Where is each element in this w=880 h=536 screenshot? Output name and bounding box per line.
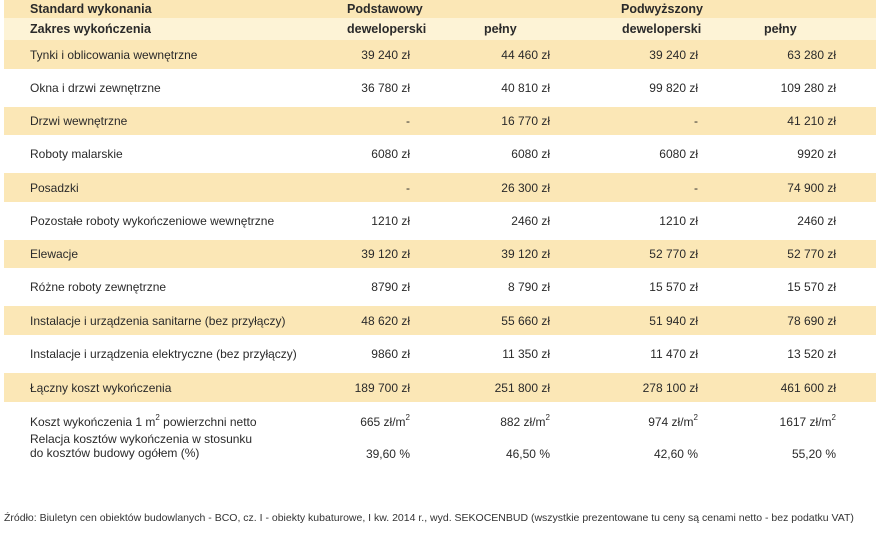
- row-label: Łączny koszt wykończenia: [30, 380, 172, 395]
- row-label: Drzwi wewnętrzne: [30, 114, 128, 128]
- row-value: 41 210 zł: [787, 114, 836, 128]
- row-label: Instalacje i urządzenia elektryczne (bez…: [30, 347, 297, 361]
- row-value: 15 570 zł: [787, 280, 836, 294]
- row-value: 2460 zł: [797, 214, 836, 228]
- cost-ratio-value: 42,60 %: [653, 447, 698, 461]
- row-value: 9920 zł: [797, 147, 836, 161]
- table-row: Drzwi wewnętrzne - 16 770 zł - 41 210 zł: [4, 107, 876, 135]
- table-row: Okna i drzwi zewnętrzne 36 780 zł 40 810…: [4, 69, 876, 107]
- row-value: 461 600 zł: [780, 380, 836, 395]
- table-row-total: Łączny koszt wykończenia 189 700 zł 251 …: [4, 373, 876, 402]
- finishing-cost-table: Standard wykonania Podstawowy Podwyższon…: [4, 0, 876, 462]
- row-value: 2460 zł: [511, 214, 550, 228]
- row-value: 109 280 zł: [780, 81, 836, 95]
- row-label: Różne roboty zewnętrzne: [30, 280, 167, 294]
- row-label: Pozostałe roboty wykończeniowe wewnętrzn…: [30, 214, 275, 228]
- row-value: -: [694, 180, 698, 195]
- row-value: -: [406, 114, 410, 128]
- row-value: 39 120 zł: [501, 247, 550, 261]
- cost-per-m2-value: 1617 zł/m2: [779, 413, 836, 430]
- row-value: 6080 zł: [659, 147, 698, 161]
- row-label: Roboty malarskie: [30, 147, 123, 161]
- table-row: Instalacje i urządzenia sanitarne (bez p…: [4, 306, 876, 335]
- row-value: 51 940 zł: [649, 313, 698, 328]
- source-note: Źródło: Biuletyn cen obiektów budowlanyc…: [4, 512, 854, 524]
- row-value: 1210 zł: [659, 214, 698, 228]
- cost-per-m2-row: Koszt wykończenia 1 m2 powierzchni netto…: [4, 412, 876, 432]
- row-value: 1210 zł: [371, 214, 410, 228]
- standard-label: Standard wykonania: [30, 2, 152, 16]
- row-value: 44 460 zł: [501, 47, 550, 62]
- table-header-row: Standard wykonania Podstawowy Podwyższon…: [4, 0, 876, 18]
- scope-label: Zakres wykończenia: [30, 22, 151, 36]
- row-value: 11 470 zł: [650, 347, 698, 361]
- row-label: Posadzki: [30, 180, 79, 195]
- row-value: 13 520 zł: [787, 347, 836, 361]
- table-row: Różne roboty zewnętrzne 8790 zł 8 790 zł…: [4, 268, 876, 306]
- row-value: 52 770 zł: [787, 247, 836, 261]
- row-value: 6080 zł: [511, 147, 550, 161]
- table-row: Tynki i oblicowania wewnętrzne 39 240 zł…: [4, 40, 876, 69]
- row-value: 39 240 zł: [649, 47, 698, 62]
- cost-ratio-label: Relacja kosztów wykończenia w stosunku do…: [30, 432, 253, 460]
- subheader-col-4: pełny: [764, 22, 797, 36]
- row-value: -: [694, 114, 698, 128]
- table-row: Posadzki - 26 300 zł - 74 900 zł: [4, 173, 876, 202]
- basic-standard-header: Podstawowy: [347, 2, 423, 16]
- row-value: -: [406, 180, 410, 195]
- row-value: 74 900 zł: [787, 180, 836, 195]
- row-label: Elewacje: [30, 247, 79, 261]
- row-value: 251 800 zł: [494, 380, 550, 395]
- table-row: Instalacje i urządzenia elektryczne (bez…: [4, 335, 876, 373]
- row-label: Okna i drzwi zewnętrzne: [30, 81, 161, 95]
- row-value: 63 280 zł: [787, 47, 836, 62]
- row-label: Tynki i oblicowania wewnętrzne: [30, 47, 198, 62]
- cost-per-m2-label: Koszt wykończenia 1 m2 powierzchni netto: [30, 413, 257, 430]
- row-value: 78 690 zł: [787, 313, 836, 328]
- table-row: Pozostałe roboty wykończeniowe wewnętrzn…: [4, 202, 876, 240]
- row-value: 8 790 zł: [507, 280, 550, 294]
- row-value: 8790 zł: [371, 280, 410, 294]
- row-label: Instalacje i urządzenia sanitarne (bez p…: [30, 313, 286, 328]
- row-value: 36 780 zł: [361, 81, 410, 95]
- row-value: 48 620 zł: [361, 313, 410, 328]
- cost-ratio-value: 39,60 %: [365, 447, 410, 461]
- higher-standard-header: Podwyższony: [621, 2, 703, 16]
- cost-per-m2-value: 665 zł/m2: [360, 413, 410, 430]
- cost-ratio-row: Relacja kosztów wykończenia w stosunku do…: [4, 432, 876, 462]
- row-value: 9860 zł: [371, 347, 410, 361]
- row-value: 39 120 zł: [361, 247, 410, 261]
- subheader-col-3: deweloperski: [622, 22, 702, 36]
- cost-per-m2-value: 974 zł/m2: [648, 413, 698, 430]
- cost-ratio-value: 46,50 %: [505, 447, 550, 461]
- table-row: Elewacje 39 120 zł 39 120 zł 52 770 zł 5…: [4, 240, 876, 268]
- table-row: Roboty malarskie 6080 zł 6080 zł 6080 zł…: [4, 135, 876, 173]
- row-value: 55 660 zł: [501, 313, 550, 328]
- subheader-col-1: deweloperski: [347, 22, 427, 36]
- row-value: 16 770 zł: [501, 114, 550, 128]
- row-value: 40 810 zł: [501, 81, 550, 95]
- subheader-col-2: pełny: [484, 22, 517, 36]
- row-value: 99 820 zł: [649, 81, 698, 95]
- table-subheader-row: Zakres wykończenia deweloperski pełny de…: [4, 18, 876, 40]
- row-value: 189 700 zł: [354, 380, 410, 395]
- row-value: 26 300 zł: [501, 180, 550, 195]
- cost-ratio-value: 55,20 %: [791, 447, 836, 461]
- row-value: 15 570 zł: [649, 280, 698, 294]
- row-value: 6080 zł: [371, 147, 410, 161]
- cost-per-m2-value: 882 zł/m2: [500, 413, 550, 430]
- row-value: 52 770 zł: [649, 247, 698, 261]
- row-value: 11 350 zł: [502, 347, 550, 361]
- row-value: 39 240 zł: [361, 47, 410, 62]
- row-value: 278 100 zł: [642, 380, 698, 395]
